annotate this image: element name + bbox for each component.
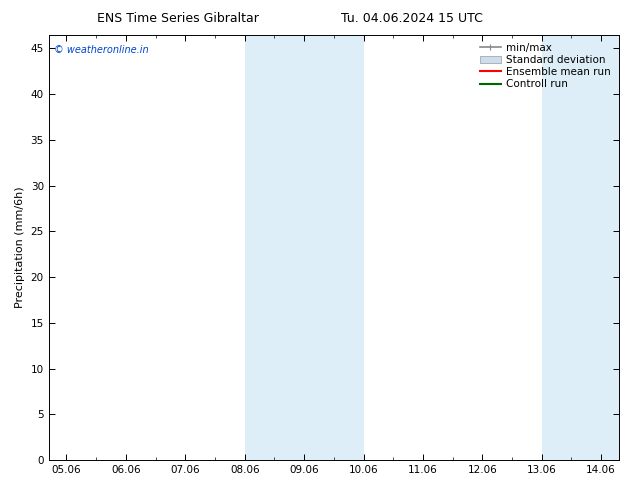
Bar — [601, 35, 634, 460]
Text: © weatheronline.in: © weatheronline.in — [55, 45, 149, 55]
Bar — [245, 35, 304, 460]
Text: ENS Time Series Gibraltar: ENS Time Series Gibraltar — [96, 12, 259, 25]
Text: Tu. 04.06.2024 15 UTC: Tu. 04.06.2024 15 UTC — [341, 12, 483, 25]
Bar — [542, 35, 601, 460]
Bar — [304, 35, 363, 460]
Legend: min/max, Standard deviation, Ensemble mean run, Controll run: min/max, Standard deviation, Ensemble me… — [477, 40, 614, 92]
Y-axis label: Precipitation (mm/6h): Precipitation (mm/6h) — [15, 187, 25, 308]
